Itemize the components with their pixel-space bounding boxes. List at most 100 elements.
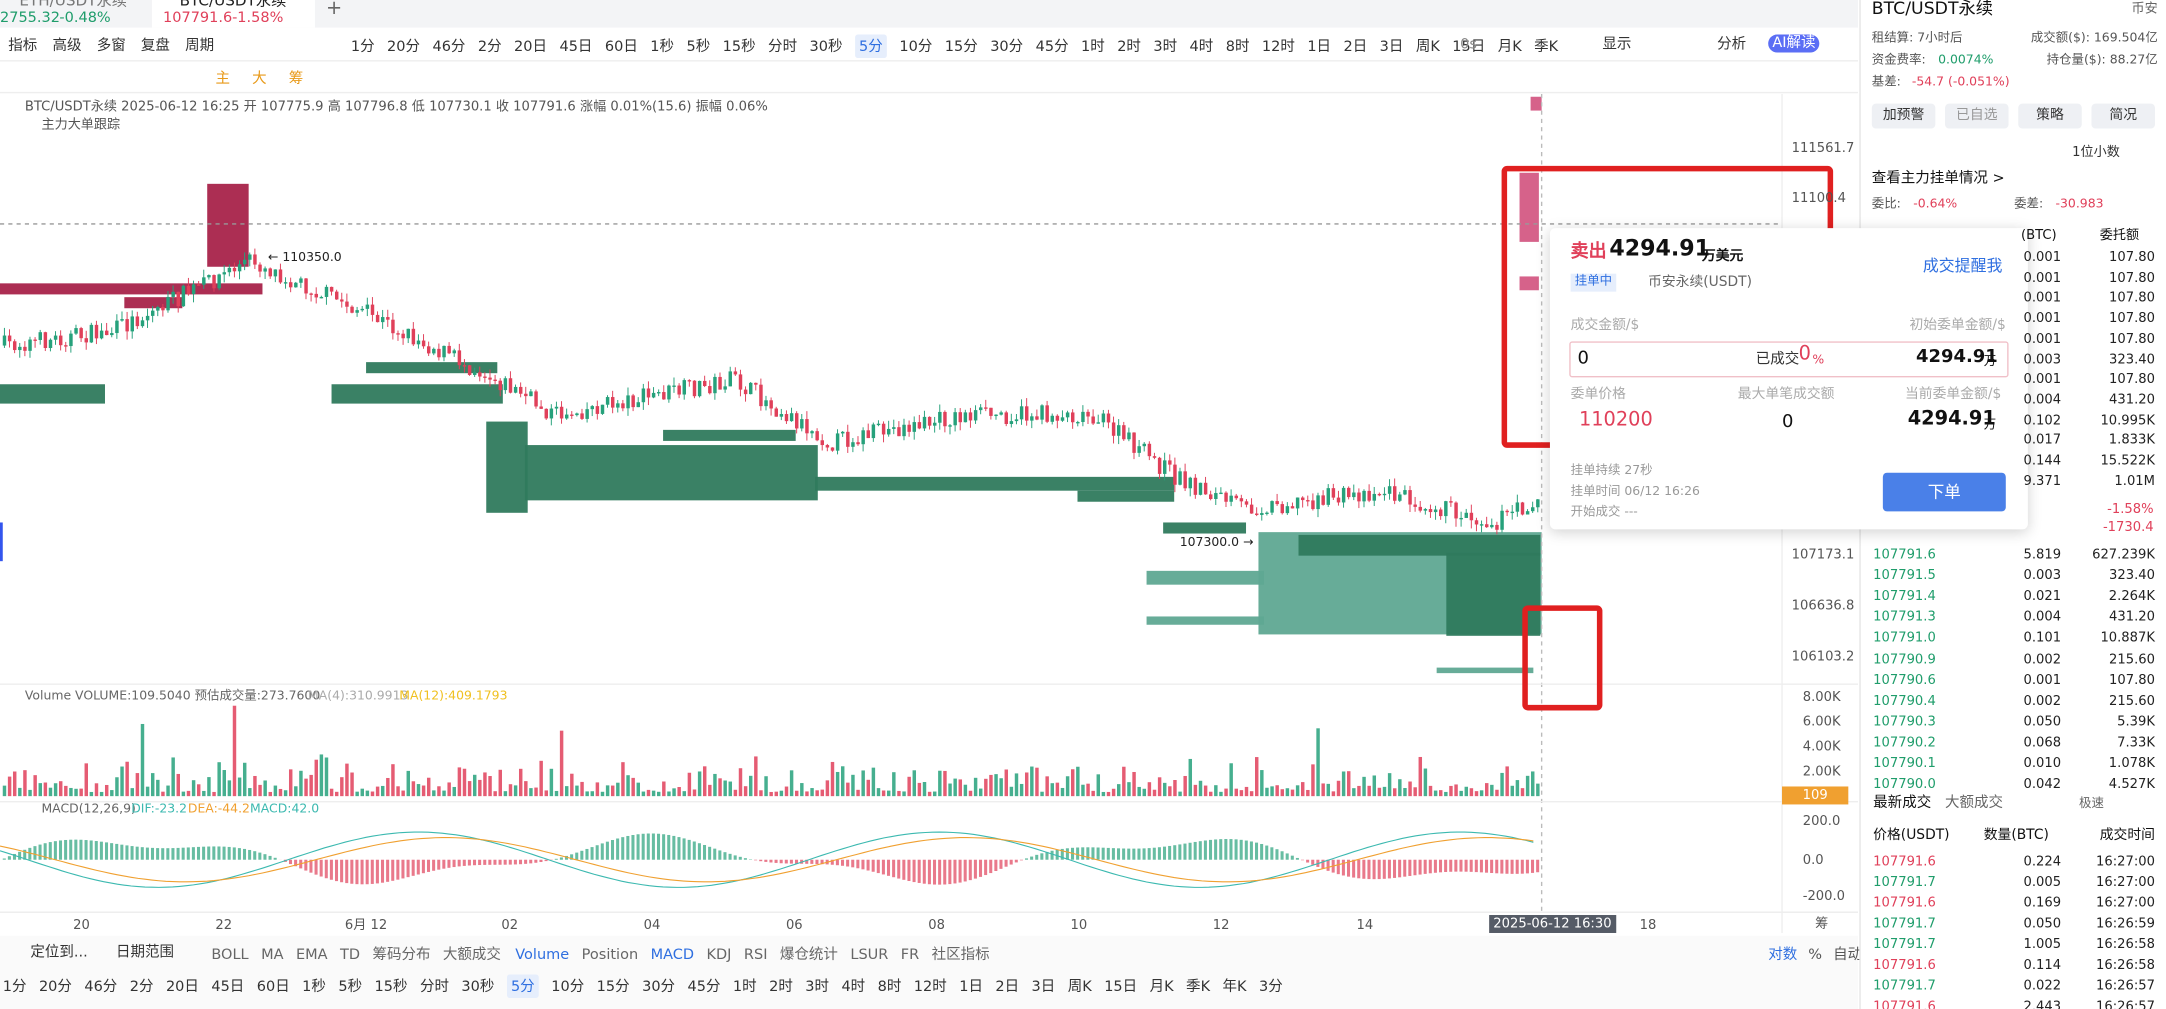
tool-button[interactable]: 周期: [185, 37, 215, 54]
period-button[interactable]: 1秒: [650, 38, 675, 56]
panel-button[interactable]: 已自选: [1945, 103, 2009, 129]
period-button[interactable]: 1分: [350, 38, 375, 56]
period-button[interactable]: 15日: [1452, 38, 1486, 56]
tool-button[interactable]: 复盘: [140, 37, 170, 54]
period-button[interactable]: 3分: [1258, 978, 1283, 996]
period-button[interactable]: 5分: [506, 974, 539, 998]
period-button[interactable]: 1秒: [302, 978, 326, 996]
scale-button[interactable]: 自动: [1833, 946, 1863, 964]
fast-toggle[interactable]: 极速: [2079, 797, 2104, 812]
indicator-button[interactable]: MACD: [650, 946, 695, 963]
scale-button[interactable]: 对数: [1768, 946, 1798, 964]
period-button[interactable]: 30秒: [461, 978, 495, 996]
period-button[interactable]: 4时: [841, 978, 866, 996]
period-button[interactable]: 周K: [1415, 38, 1440, 56]
period-button[interactable]: 20分: [38, 978, 72, 996]
trade-tab[interactable]: 最新成交: [1873, 794, 1932, 812]
period-button[interactable]: 5分: [854, 34, 887, 59]
period-button[interactable]: 8时: [1225, 38, 1250, 56]
indicator-button[interactable]: RSI: [743, 946, 768, 963]
remind-button[interactable]: 成交提醒我: [1922, 255, 2003, 276]
panel-button[interactable]: 策略: [2018, 103, 2082, 129]
period-button[interactable]: 2日: [1343, 38, 1368, 56]
timer[interactable]: 0s: [1460, 35, 1477, 53]
period-button[interactable]: 1日: [1307, 38, 1332, 56]
period-button[interactable]: 季K: [1534, 38, 1559, 56]
period-button[interactable]: 分时: [768, 38, 798, 56]
period-button[interactable]: 60日: [256, 978, 290, 996]
period-button[interactable]: 分时: [419, 978, 449, 996]
period-button[interactable]: 3时: [1153, 38, 1178, 56]
period-button[interactable]: 30分: [990, 38, 1024, 56]
indicator-button[interactable]: KDJ: [706, 946, 732, 963]
period-button[interactable]: 45分: [687, 978, 721, 996]
ai-button[interactable]: AI解读: [1768, 34, 1820, 53]
period-button[interactable]: 12时: [913, 978, 947, 996]
period-button[interactable]: 2时: [1117, 38, 1141, 56]
period-button[interactable]: 1时: [732, 978, 757, 996]
period-button[interactable]: 3时: [805, 978, 830, 996]
indicator-button[interactable]: 爆仓统计: [779, 946, 838, 964]
period-button[interactable]: 2时: [769, 978, 793, 996]
period-button[interactable]: 15秒: [722, 38, 756, 56]
locate-button[interactable]: 定位到...: [30, 944, 88, 961]
period-button[interactable]: 12时: [1261, 38, 1295, 56]
period-button[interactable]: 60日: [604, 38, 638, 56]
period-button[interactable]: 1日: [959, 978, 983, 996]
decimals-select[interactable]: 1位小数: [2072, 145, 2120, 161]
period-button[interactable]: 2日: [995, 978, 1020, 996]
tool-button[interactable]: 多窗: [96, 37, 126, 54]
period-button[interactable]: 20分: [387, 38, 421, 56]
period-button[interactable]: 2分: [477, 38, 502, 56]
range-button[interactable]: 日期范围: [116, 944, 175, 961]
period-button[interactable]: 5秒: [338, 978, 363, 996]
period-button[interactable]: 年K: [1222, 978, 1247, 996]
period-button[interactable]: 15分: [944, 38, 978, 56]
period-button[interactable]: 15秒: [374, 978, 408, 996]
period-button[interactable]: 46分: [84, 978, 118, 996]
tool-button[interactable]: 指标: [8, 37, 38, 54]
period-button[interactable]: 8时: [877, 978, 902, 996]
indicator-button[interactable]: Volume: [515, 946, 570, 963]
period-button[interactable]: 月K: [1497, 38, 1522, 56]
period-button[interactable]: 3日: [1031, 978, 1056, 996]
indicator-button[interactable]: FR: [900, 946, 920, 963]
draw-tool[interactable]: 大: [252, 70, 267, 88]
period-button[interactable]: 1时: [1081, 38, 1105, 56]
period-button[interactable]: 30分: [642, 978, 676, 996]
period-button[interactable]: 30秒: [809, 38, 843, 56]
overlay-button[interactable]: MA: [261, 946, 284, 963]
overlay-button[interactable]: 大额成交: [442, 946, 501, 964]
period-button[interactable]: 10分: [551, 978, 585, 996]
indicator-button[interactable]: Position: [581, 946, 639, 963]
overlay-button[interactable]: TD: [339, 946, 361, 963]
indicator-button[interactable]: LSUR: [850, 946, 889, 963]
period-button[interactable]: 5秒: [686, 38, 711, 56]
overlay-button[interactable]: EMA: [295, 946, 328, 963]
draw-tool[interactable]: 主: [215, 70, 231, 88]
overlay-button[interactable]: 筹码分布: [372, 946, 431, 964]
period-button[interactable]: 4时: [1189, 38, 1214, 56]
analysis-button[interactable]: 分析: [1717, 35, 1747, 53]
period-button[interactable]: 2分: [129, 978, 154, 996]
period-button[interactable]: 15分: [596, 978, 630, 996]
draw-tool[interactable]: 筹: [288, 70, 304, 88]
period-button[interactable]: 3日: [1379, 38, 1404, 56]
period-button[interactable]: 20日: [514, 38, 548, 56]
period-button[interactable]: 10分: [899, 38, 933, 56]
period-button[interactable]: 月K: [1149, 978, 1174, 996]
period-button[interactable]: 15日: [1104, 978, 1138, 996]
depth-link[interactable]: 查看主力挂单情况 >: [1871, 170, 2005, 187]
period-button[interactable]: 季K: [1186, 978, 1211, 996]
period-button[interactable]: 45分: [1035, 38, 1069, 56]
period-button[interactable]: 46分: [432, 38, 466, 56]
indicator-button[interactable]: 社区指标: [931, 946, 990, 964]
period-button[interactable]: 45日: [211, 978, 245, 996]
trade-tab[interactable]: 大额成交: [1945, 794, 2004, 812]
order-button[interactable]: 下单: [1882, 472, 2006, 512]
panel-button[interactable]: 加预警: [1871, 103, 1936, 129]
period-button[interactable]: 45日: [559, 38, 593, 56]
period-button[interactable]: 周K: [1067, 978, 1092, 996]
period-button[interactable]: 20日: [165, 978, 199, 996]
period-button[interactable]: 1分: [2, 978, 27, 996]
